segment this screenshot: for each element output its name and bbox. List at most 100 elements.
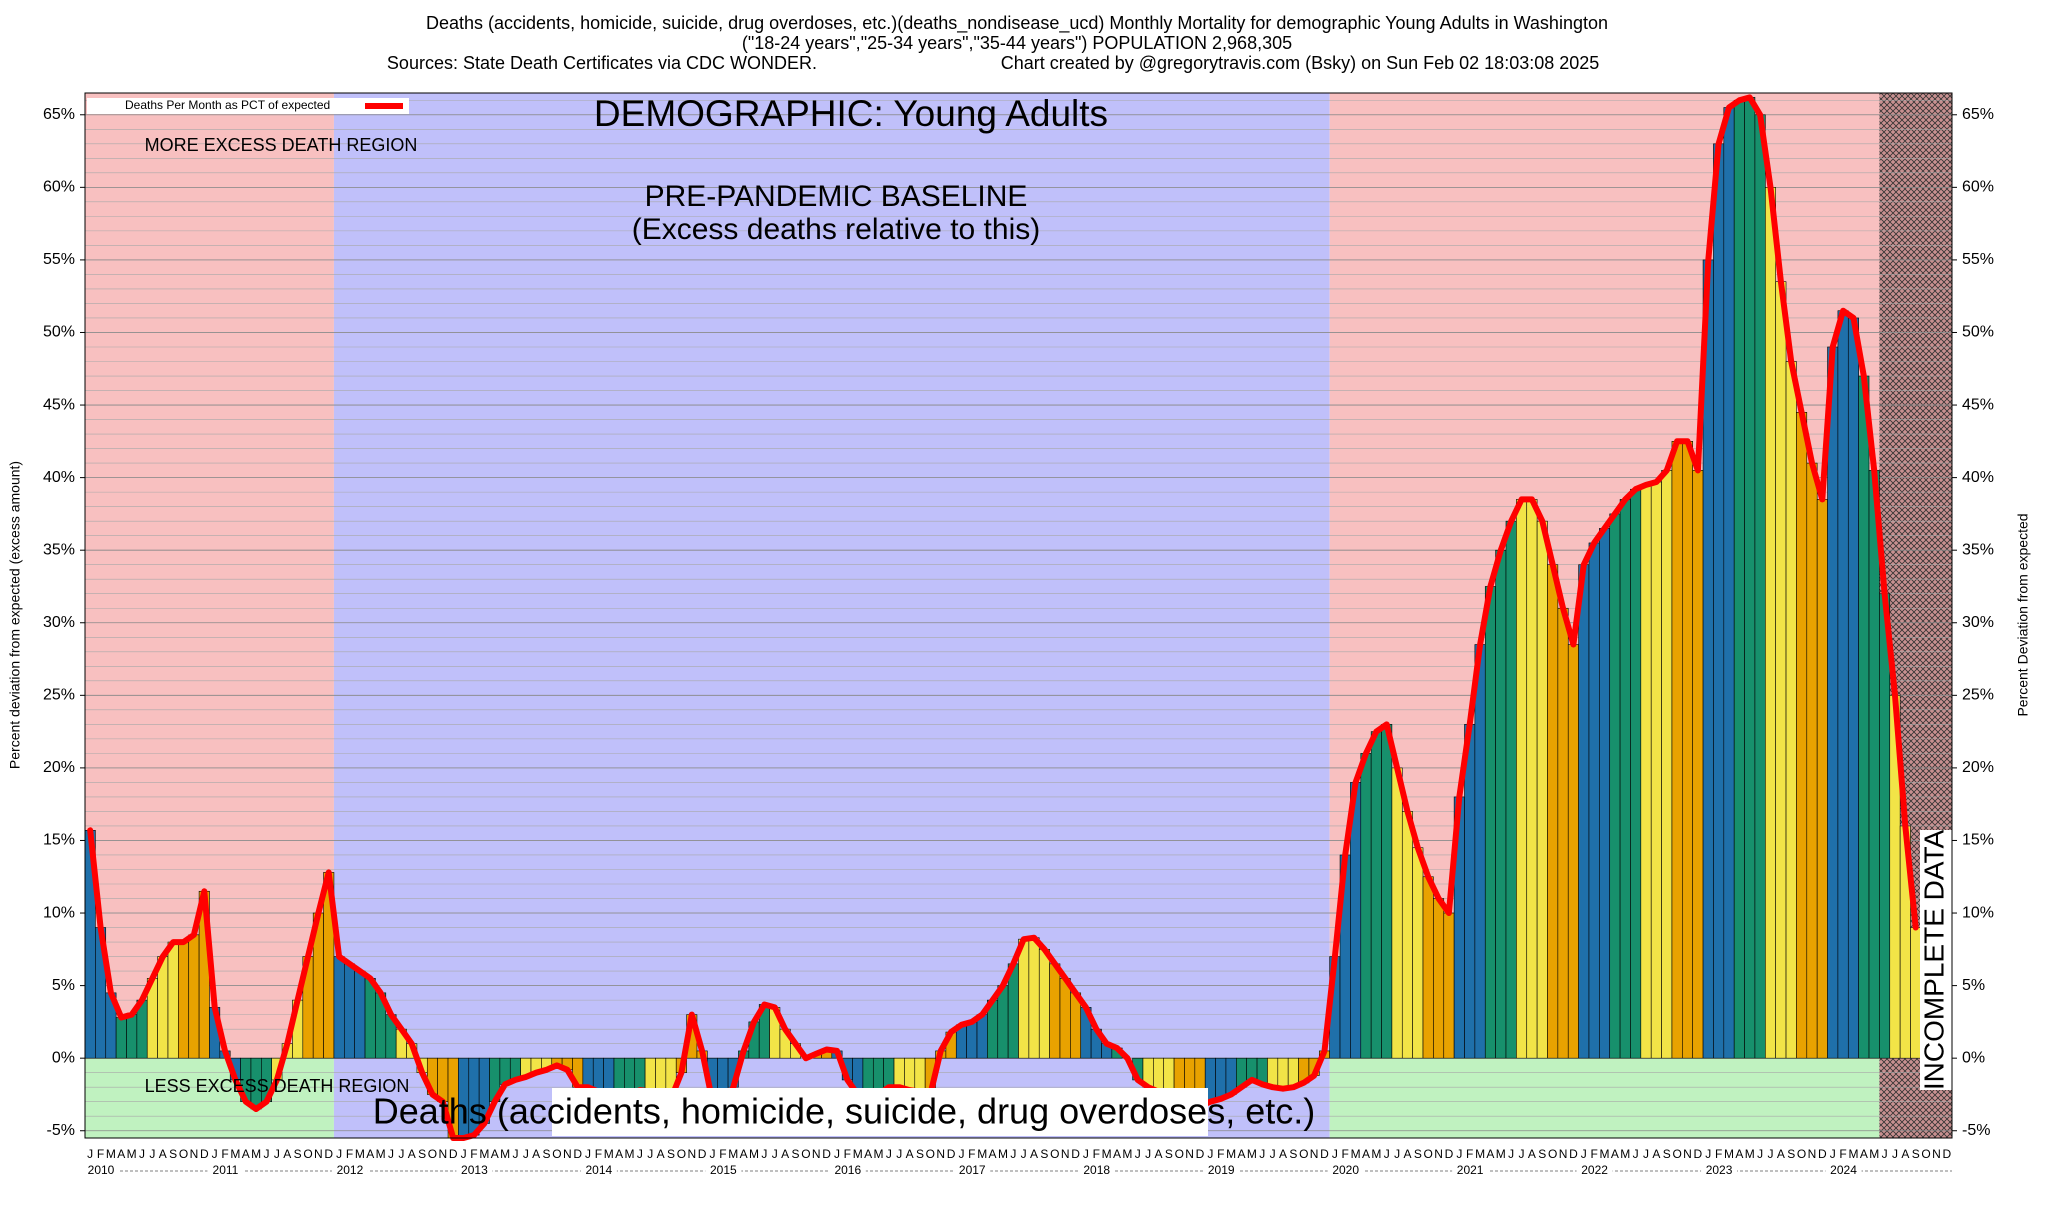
x-tick-label: S: [1538, 1147, 1546, 1161]
y2-tick-label: 25%: [1962, 687, 1994, 704]
x-tick-label: M: [1496, 1147, 1506, 1161]
bar: [188, 934, 200, 1059]
x-tick-label: F: [470, 1147, 477, 1161]
x-tick-label: N: [190, 1147, 199, 1161]
x-tick-label: J: [149, 1147, 155, 1161]
x-tick-label: O: [1797, 1147, 1806, 1161]
source: Sources: State Death Certificates via CD…: [387, 53, 817, 73]
x-tick-label: M: [127, 1147, 137, 1161]
x-tick-label: F: [968, 1147, 975, 1161]
year-label-bg: [1327, 1164, 1364, 1178]
x-tick-label: D: [1445, 1147, 1454, 1161]
bar: [1879, 593, 1891, 1059]
x-tick-label: A: [1403, 1147, 1411, 1161]
year-label-bg: [954, 1164, 991, 1178]
annotation-bg: [1920, 830, 1952, 1090]
x-tick-label: M: [1247, 1147, 1257, 1161]
bar: [157, 956, 169, 1059]
x-tick-label: M: [106, 1147, 116, 1161]
y-tick-label: 65%: [43, 106, 75, 123]
x-tick-label: A: [615, 1147, 623, 1161]
bar: [1775, 281, 1787, 1059]
bar: [1796, 412, 1808, 1059]
x-tick-label: M: [230, 1147, 240, 1161]
x-tick-label: J: [461, 1147, 467, 1161]
bar: [1370, 731, 1382, 1059]
x-tick-label: S: [916, 1147, 924, 1161]
x-tick-label: D: [1320, 1147, 1329, 1161]
x-tick-label: A: [657, 1147, 665, 1161]
x-tick-label: F: [1217, 1147, 1224, 1161]
year-label: 2020: [1332, 1163, 1359, 1177]
x-tick-label: M: [853, 1147, 863, 1161]
x-tick-label: F: [1590, 1147, 1597, 1161]
x-tick-label: J: [1394, 1147, 1400, 1161]
x-tick-label: S: [1663, 1147, 1671, 1161]
bar: [966, 1021, 978, 1059]
year-label-bg: [829, 1164, 866, 1178]
x-tick-label: M: [728, 1147, 738, 1161]
x-tick-label: A: [1237, 1147, 1245, 1161]
bar: [1692, 470, 1704, 1059]
year-label-bg: [1203, 1164, 1240, 1178]
x-tick-label: N: [1061, 1147, 1070, 1161]
x-tick-label: O: [1672, 1147, 1681, 1161]
x-tick-label: N: [1185, 1147, 1194, 1161]
x-tick-label: M: [998, 1147, 1008, 1161]
y2-tick-label: 55%: [1962, 251, 1994, 268]
year-label-bg: [705, 1164, 742, 1178]
bar: [1547, 564, 1559, 1059]
less-region: [85, 1058, 334, 1138]
x-tick-label: D: [1569, 1147, 1578, 1161]
x-tick-label: M: [251, 1147, 261, 1161]
x-tick-label: J: [1135, 1147, 1141, 1161]
bar: [1588, 542, 1600, 1059]
plot-frame: [84, 92, 1953, 1139]
annotation: PRE-PANDEMIC BASELINE: [645, 180, 1028, 213]
y2-tick-label: -5%: [1962, 1122, 1990, 1139]
bar: [582, 1057, 594, 1088]
x-tick-label: S: [543, 1147, 551, 1161]
x-tick-label: F: [595, 1147, 602, 1161]
x-tick-label: D: [1694, 1147, 1703, 1161]
y-tick-label: 30%: [43, 614, 75, 631]
x-tick-label: S: [1912, 1147, 1920, 1161]
legend-box: [87, 98, 409, 114]
y-tick-label: 25%: [43, 687, 75, 704]
bar: [1765, 187, 1776, 1059]
bar: [1837, 310, 1849, 1059]
bar: [1028, 937, 1040, 1059]
x-tick-label: J: [1643, 1147, 1649, 1161]
bar: [1723, 107, 1735, 1059]
x-tick-label: J: [1633, 1147, 1639, 1161]
chart-subtitle: ("18-24 years","25-34 years","35-44 year…: [742, 33, 1292, 53]
x-tick-label: N: [812, 1147, 821, 1161]
x-tick-label: J: [336, 1147, 342, 1161]
bar: [1267, 1057, 1279, 1088]
x-tick-label: A: [1777, 1147, 1785, 1161]
bar: [1277, 1057, 1289, 1089]
bar: [976, 1014, 988, 1059]
x-tick-label: M: [1745, 1147, 1755, 1161]
bar: [1630, 488, 1642, 1059]
x-tick-label: F: [1715, 1147, 1722, 1161]
x-tick-label: D: [1942, 1147, 1951, 1161]
bar: [1619, 499, 1631, 1059]
x-tick-label: M: [376, 1147, 386, 1161]
x-tick-label: F: [719, 1147, 726, 1161]
annotation: (Excess deaths relative to this): [632, 213, 1041, 246]
bar: [1682, 441, 1693, 1059]
x-tick-label: M: [1351, 1147, 1361, 1161]
x-tick-label: M: [1226, 1147, 1236, 1161]
bar: [1433, 898, 1445, 1059]
bar: [344, 963, 355, 1059]
x-tick-label: M: [977, 1147, 987, 1161]
bar: [354, 970, 366, 1059]
y-tick-label: 0%: [52, 1049, 75, 1066]
bar: [1744, 97, 1756, 1059]
bar: [893, 1057, 905, 1088]
x-tick-label: F: [1466, 1147, 1473, 1161]
y2-tick-label: 40%: [1962, 469, 1994, 486]
year-label: 2024: [1830, 1163, 1857, 1177]
